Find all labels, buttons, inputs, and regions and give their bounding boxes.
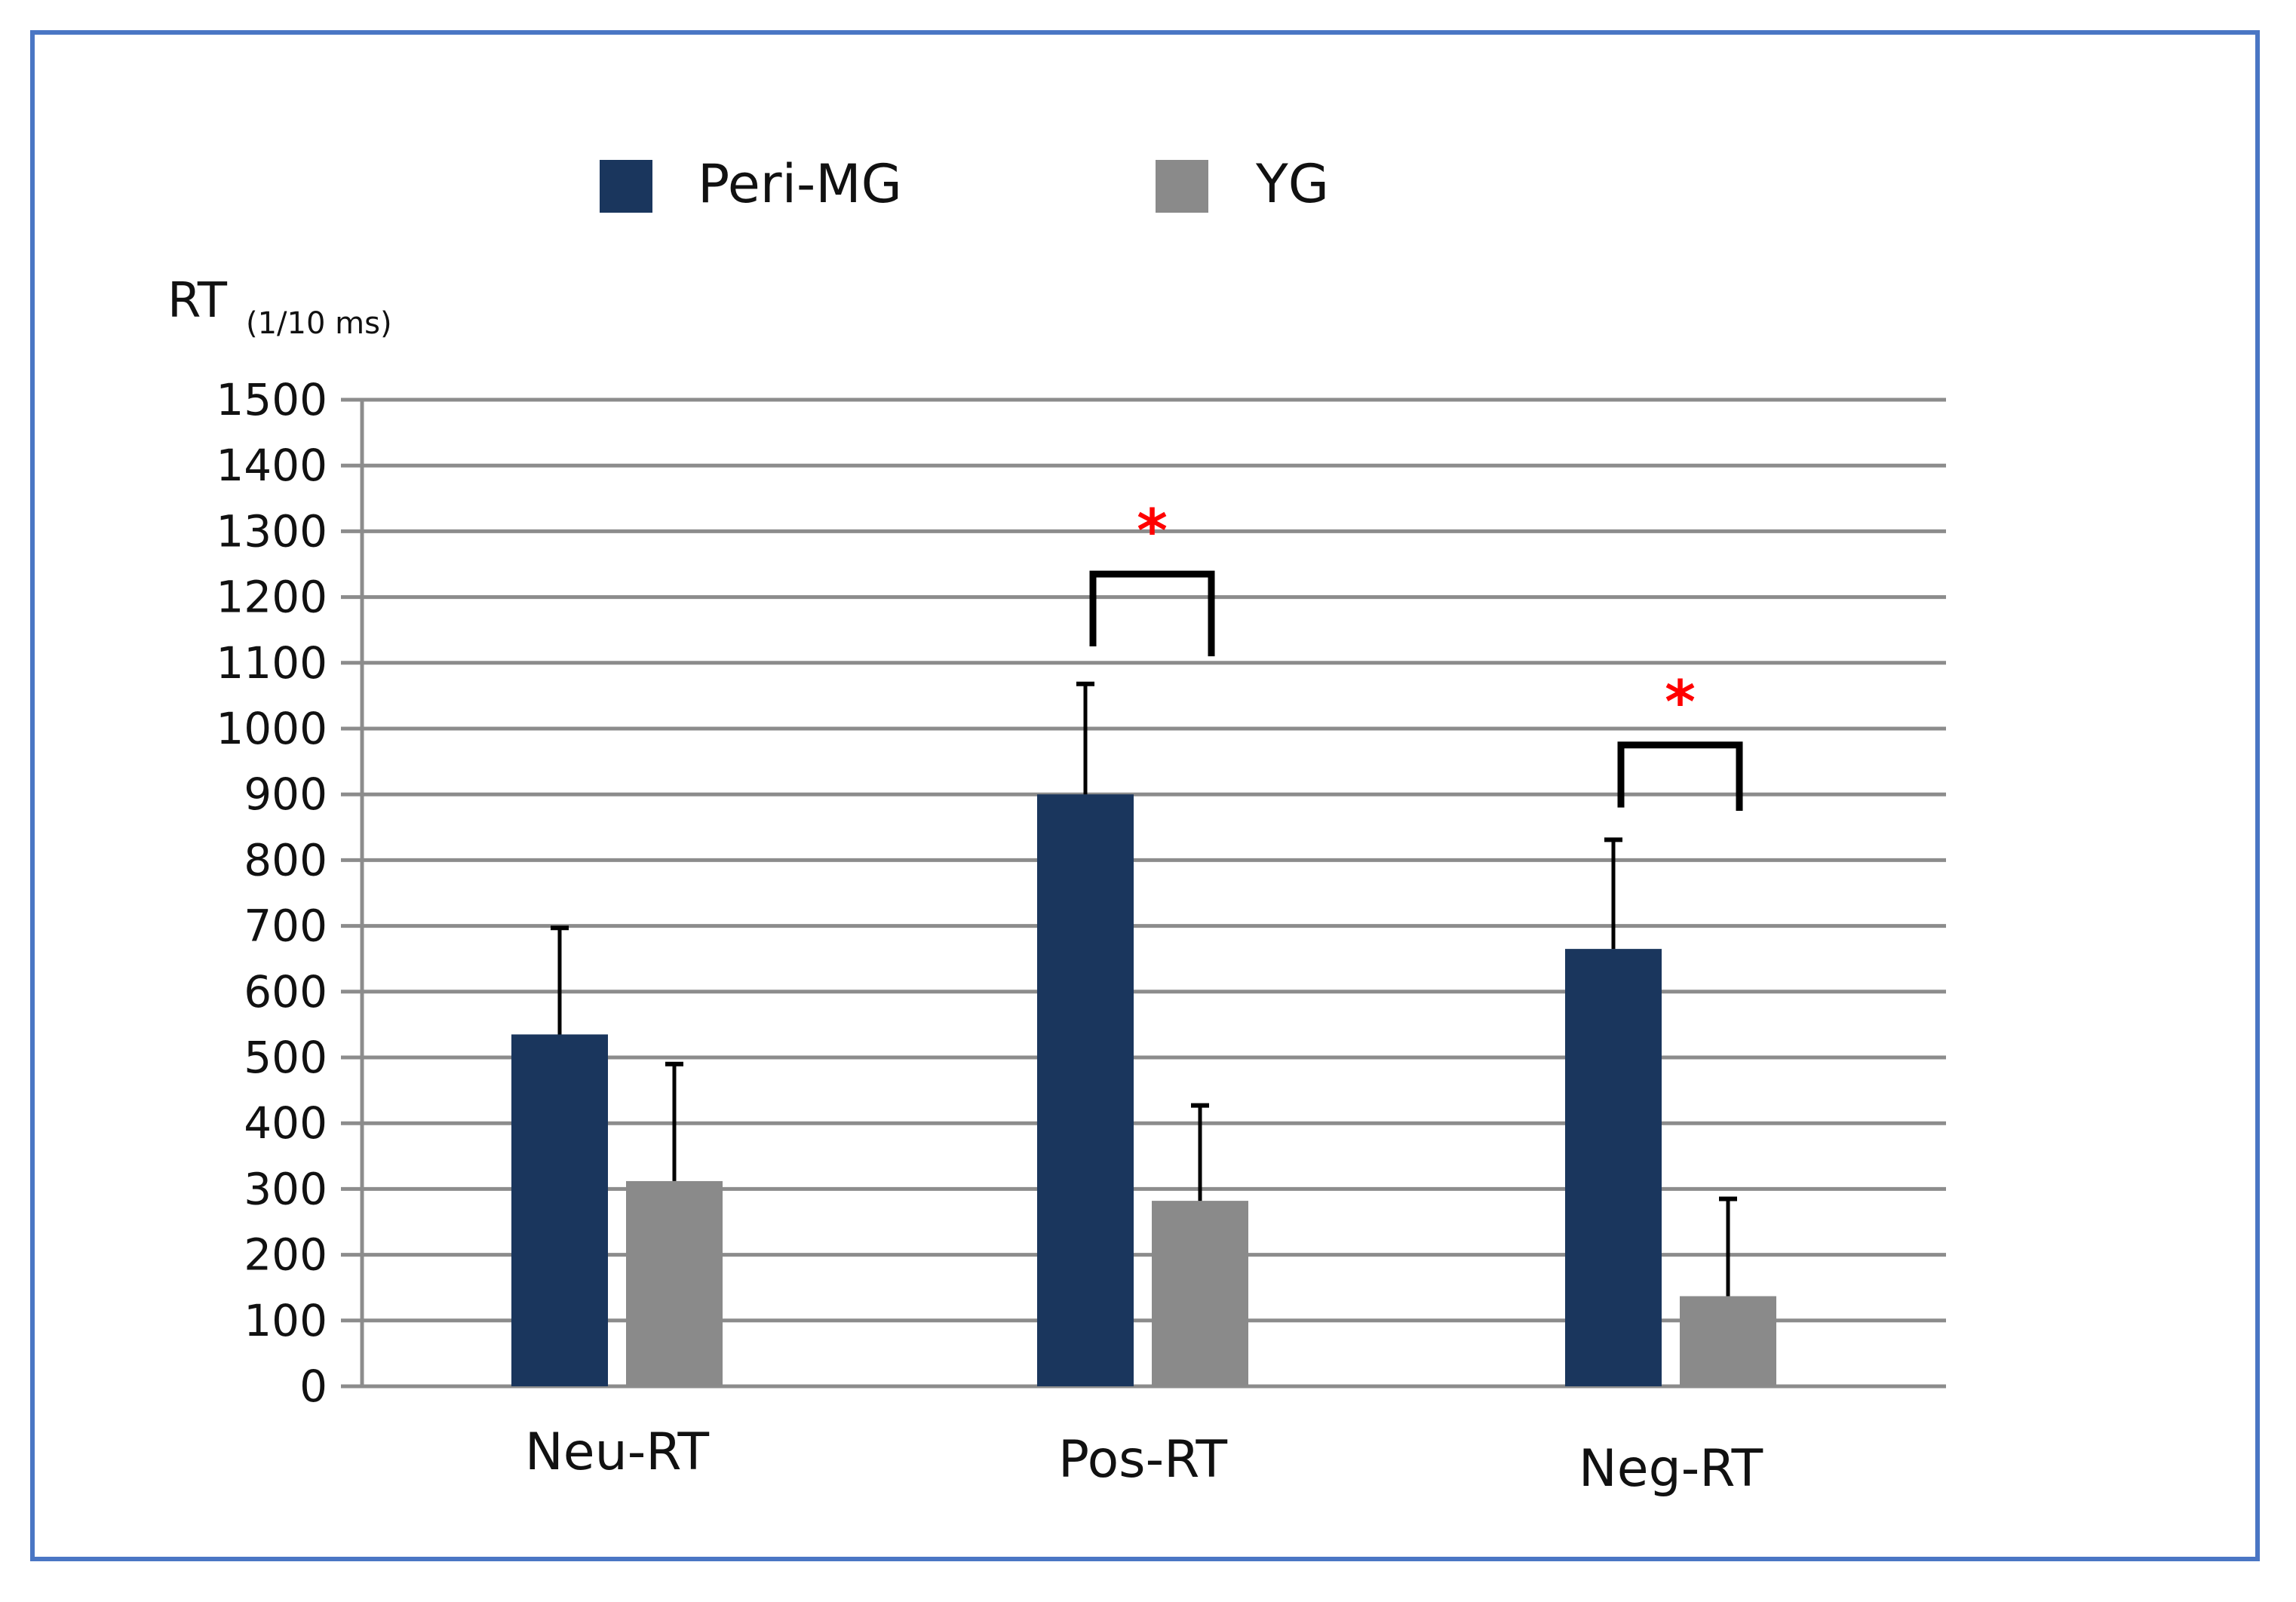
y-tick-label-500: 500 bbox=[244, 1032, 327, 1083]
y-tick-label-900: 900 bbox=[244, 769, 327, 820]
y-tick-label-1000: 1000 bbox=[216, 703, 327, 754]
y-tick-label-300: 300 bbox=[244, 1163, 327, 1214]
y-tick-label-1300: 1300 bbox=[216, 505, 327, 557]
y-tick-label-1100: 1100 bbox=[216, 637, 327, 689]
axes: 0 100 200 300 400 500 600 700 800 900 1000 1100 1200… bbox=[216, 374, 1946, 1499]
legend-label-peri-mg: Peri-MG bbox=[698, 153, 902, 215]
legend-label-yg: YG bbox=[1255, 153, 1329, 215]
x-category-label-pos-rt: Pos-RT bbox=[1058, 1430, 1227, 1490]
significance-star-pos-rt: * bbox=[1137, 498, 1168, 566]
bar-peri-mg-pos-rt bbox=[1037, 794, 1134, 1386]
y-tick-label-1500: 1500 bbox=[216, 374, 327, 425]
bars bbox=[511, 794, 1776, 1386]
y-tick-label-1400: 1400 bbox=[216, 440, 327, 491]
y-axis-label-main: RT bbox=[167, 273, 228, 329]
y-tick-label-0: 0 bbox=[299, 1361, 327, 1412]
y-axis-label: RT (1/10 ms) bbox=[167, 273, 392, 341]
significance-star-neg-rt: * bbox=[1665, 669, 1696, 737]
y-tick-label-100: 100 bbox=[244, 1295, 327, 1346]
bar-yg-pos-rt bbox=[1152, 1201, 1248, 1386]
bar-peri-mg-neu-rt bbox=[511, 1034, 608, 1386]
bar-yg-neg-rt bbox=[1680, 1296, 1776, 1386]
error-bars bbox=[551, 681, 1737, 1297]
legend-swatch-peri-mg bbox=[600, 160, 652, 213]
chart-frame bbox=[30, 30, 2260, 1561]
y-tick-label-1200: 1200 bbox=[216, 572, 327, 623]
x-category-label-neg-rt: Neg-RT bbox=[1579, 1439, 1763, 1499]
x-category-label-neu-rt: Neu-RT bbox=[525, 1422, 710, 1482]
legend-swatch-yg bbox=[1156, 160, 1208, 213]
significance-bracket-neg-rt bbox=[1617, 741, 1743, 811]
bar-peri-mg-neg-rt bbox=[1565, 949, 1662, 1386]
significance-annotations: ** bbox=[1089, 498, 1743, 811]
y-tick-label-800: 800 bbox=[244, 834, 327, 885]
gridlines bbox=[362, 397, 1946, 1323]
y-tick-label-200: 200 bbox=[244, 1229, 327, 1281]
y-tick-label-600: 600 bbox=[244, 966, 327, 1017]
y-axis-label-unit: (1/10 ms) bbox=[246, 306, 392, 341]
legend: Peri-MG YG bbox=[600, 153, 1329, 215]
y-tick-label-400: 400 bbox=[244, 1097, 327, 1149]
bar-yg-neu-rt bbox=[626, 1180, 723, 1386]
significance-bracket-pos-rt bbox=[1089, 570, 1215, 657]
y-tick-label-700: 700 bbox=[244, 901, 327, 952]
